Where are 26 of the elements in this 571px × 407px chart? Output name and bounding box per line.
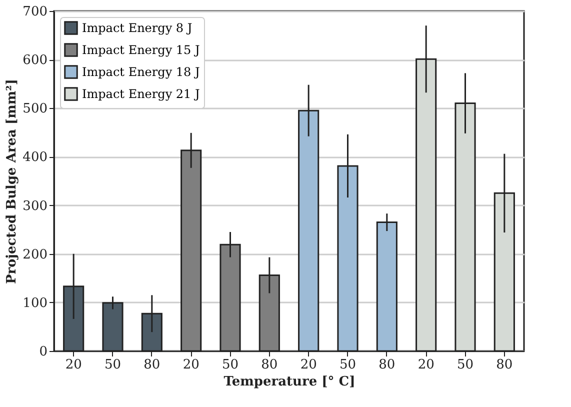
x-tick-label: 50 <box>339 358 356 372</box>
legend-label: Impact Energy 15 J <box>82 43 200 57</box>
legend-label: Impact Energy 21 J <box>82 87 200 101</box>
y-tick-label: 100 <box>22 296 48 311</box>
x-tick-label: 80 <box>261 358 278 372</box>
x-tick-label: 50 <box>222 358 239 372</box>
x-tick-label: 80 <box>378 358 396 372</box>
y-tick-label: 300 <box>22 198 48 214</box>
x-axis-title: Temperature [° C] <box>224 374 356 390</box>
y-tick-label: 200 <box>22 247 48 262</box>
y-axis-title: Projected Bulge Area [mm²] <box>4 78 20 284</box>
y-tick-label: 700 <box>22 4 48 20</box>
y-tick-label: 500 <box>22 102 48 117</box>
x-tick-label: 80 <box>144 358 160 372</box>
x-tick-label: 20 <box>65 358 82 372</box>
x-tick-label: 50 <box>104 358 122 372</box>
y-tick-label: 400 <box>22 150 48 166</box>
x-tick-label: 20 <box>182 358 200 372</box>
x-tick-label: 20 <box>300 358 317 372</box>
y-tick-label: 0 <box>39 344 48 360</box>
x-tick-label: 50 <box>456 358 474 372</box>
x-tick-label: 20 <box>418 358 434 372</box>
x-tick-label: 80 <box>496 358 513 372</box>
legend-label: Impact Energy 18 J <box>82 65 200 79</box>
legend-label: Impact Energy 8 J <box>82 21 192 35</box>
y-tick-label: 600 <box>22 53 48 68</box>
